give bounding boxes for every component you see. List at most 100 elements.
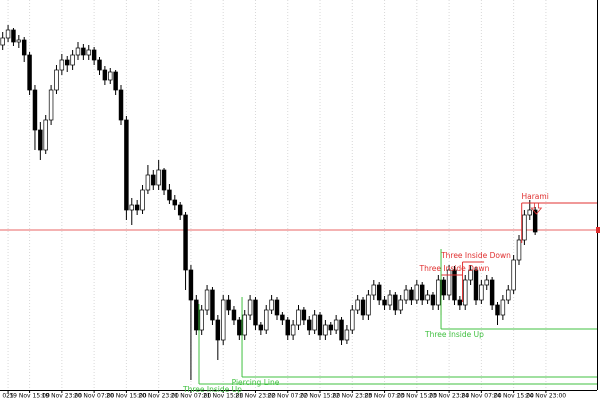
candle-body: [414, 284, 420, 301]
candle-body: [398, 299, 403, 311]
pattern-label: Three Inside Up: [424, 330, 484, 339]
candle-body: [237, 319, 242, 336]
candle-body: [269, 299, 274, 311]
candle-body: [59, 59, 65, 71]
x-tick-label: 22 Nov 23:00: [332, 393, 373, 400]
pattern-arrow: [530, 202, 543, 215]
candle-body: [48, 89, 54, 121]
candle-body: [376, 284, 382, 301]
candle-body: [177, 204, 183, 216]
x-tick-label: 21 Nov 07:00: [171, 393, 212, 400]
candle-body: [124, 119, 129, 211]
candle-body: [452, 269, 457, 301]
candle-body: [274, 299, 280, 316]
candle-body: [21, 39, 27, 56]
candle-body: [172, 199, 178, 206]
candle-body: [145, 174, 151, 191]
candle-body: [290, 324, 296, 336]
candle-body: [409, 289, 414, 301]
candle-body: [280, 314, 285, 321]
candle-body: [484, 279, 489, 286]
x-tick-label: 23 Nov 07:00: [364, 393, 405, 400]
candle-body: [253, 299, 258, 326]
candle-body: [312, 314, 317, 331]
candle-body: [479, 284, 484, 301]
candle-body: [70, 54, 75, 66]
x-tick-label: 24 Nov 15:00: [493, 393, 534, 400]
candle-body: [430, 294, 436, 306]
x-tick-label: 025: [2, 393, 14, 400]
x-tick-label: 22 Nov 15:00: [300, 393, 341, 400]
candle-body: [247, 299, 253, 316]
candle-body: [183, 214, 188, 271]
candle-body: [54, 69, 59, 91]
candle-body: [16, 39, 22, 43]
candle-body: [371, 284, 377, 296]
candle-body: [204, 289, 210, 311]
candle-body: [81, 47, 86, 56]
candle-body: [532, 209, 538, 233]
candle-body: [355, 299, 360, 311]
candle-body: [393, 294, 398, 311]
x-tick-label: 24 Nov 23:00: [526, 393, 567, 400]
candle-body: [75, 47, 81, 56]
candle-body: [468, 269, 473, 281]
price-marker: [596, 227, 600, 233]
x-tick-label: 23 Nov 15:00: [397, 393, 438, 400]
pattern-label: Piercing Line: [232, 378, 280, 387]
pattern-label: Three Inside Down: [440, 251, 511, 260]
candle-body: [522, 214, 527, 241]
candle-body: [344, 329, 350, 341]
candle-body: [231, 309, 237, 321]
pattern-label: Three Inside Down: [419, 264, 490, 273]
candle-body: [156, 169, 161, 186]
candle-body: [188, 269, 194, 301]
candle-body: [161, 169, 167, 191]
candle-body: [403, 289, 409, 301]
candle-body: [129, 204, 135, 211]
candle-body: [339, 319, 344, 341]
candle-body: [285, 319, 290, 336]
candle-body: [32, 89, 38, 131]
candle-body: [134, 204, 140, 211]
candle-body: [38, 129, 43, 151]
candle-body: [11, 29, 16, 43]
candle-body: [0, 37, 5, 46]
candle-body: [307, 319, 312, 331]
candle-body: [296, 309, 301, 326]
x-tick-label: 20 Nov 15:00: [106, 393, 147, 400]
candle-body: [382, 299, 387, 306]
x-tick-label: 19 Nov 23:00: [42, 393, 83, 400]
x-tick-label: 20 Nov 23:00: [138, 393, 179, 400]
candle-body: [317, 314, 323, 336]
candle-body: [301, 309, 307, 321]
candle-body: [43, 119, 48, 151]
candle-body: [500, 299, 506, 316]
candle-body: [140, 189, 145, 211]
candle-body: [495, 304, 500, 316]
candle-body: [113, 71, 118, 91]
x-tick-label: 19 Nov 15:00: [9, 393, 50, 400]
candle-body: [86, 49, 91, 56]
candle-body: [263, 309, 269, 331]
candle-body: [220, 299, 226, 341]
x-tick-label: 21 Nov 23:00: [235, 393, 276, 400]
candle-body: [446, 269, 452, 296]
pattern-label: Harami: [521, 192, 548, 201]
candle-body: [527, 209, 533, 216]
candle-body: [360, 299, 366, 316]
candle-body: [511, 259, 516, 291]
candle-body: [27, 54, 32, 91]
candle-body: [436, 279, 441, 306]
candle-body: [151, 174, 156, 186]
candle-body: [97, 59, 102, 71]
candle-body: [473, 269, 479, 301]
candle-body: [199, 309, 204, 331]
candle-body: [441, 279, 446, 296]
candle-body: [242, 314, 247, 336]
candle-body: [387, 294, 393, 306]
candle-body: [425, 294, 430, 301]
candle-body: [350, 309, 355, 331]
